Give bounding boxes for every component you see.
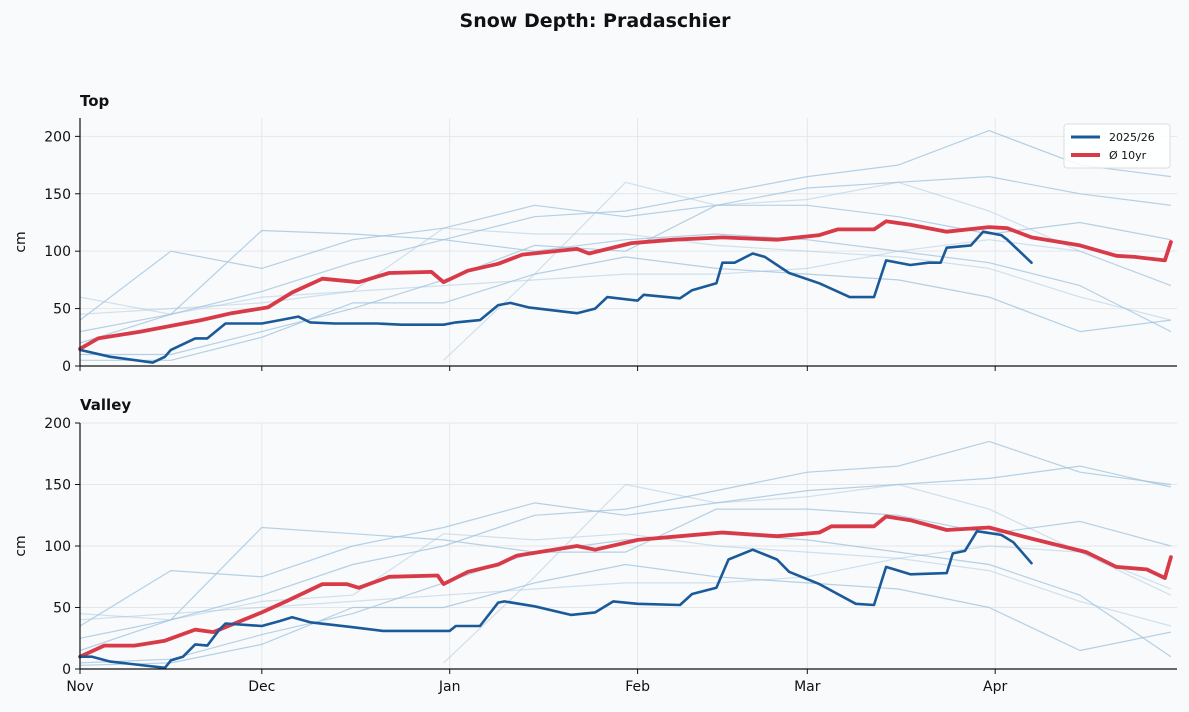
y-tick-label: 0 bbox=[62, 359, 71, 375]
y-tick-label: 50 bbox=[53, 601, 71, 617]
y-tick-label: 100 bbox=[44, 244, 71, 260]
legend: 2025/26 Ø 10yr bbox=[1063, 123, 1171, 169]
history-season-line bbox=[79, 176, 1171, 321]
y-axis-label-top: cm bbox=[13, 231, 29, 252]
panel-title-valley: Valley bbox=[80, 396, 131, 414]
legend-label-current: 2025/26 bbox=[1109, 131, 1155, 144]
x-tick-label: Jan bbox=[438, 679, 461, 695]
history-season-line bbox=[80, 256, 1171, 361]
history-season-line bbox=[79, 440, 1171, 639]
history-season-line bbox=[79, 130, 1171, 333]
x-tick-label: Mar bbox=[794, 679, 821, 695]
panel-top: 0 50 100 150 200 bbox=[44, 118, 1177, 375]
y-tick-label: 0 bbox=[62, 662, 71, 678]
history-season-line bbox=[79, 465, 1172, 627]
y-tick-label: 100 bbox=[44, 539, 71, 555]
history-season-line bbox=[79, 545, 1172, 621]
y-tick-label: 150 bbox=[44, 187, 71, 203]
x-tick-label: Dec bbox=[248, 679, 275, 695]
history-season-line bbox=[79, 239, 1172, 315]
y-tick-label: 150 bbox=[44, 478, 71, 494]
history-season-line bbox=[79, 533, 1172, 627]
current-season-line bbox=[78, 230, 1033, 364]
y-tick-label: 200 bbox=[44, 129, 71, 145]
history-season-line bbox=[443, 181, 1172, 361]
x-tick-label: Apr bbox=[983, 679, 1007, 695]
history-season-line bbox=[79, 229, 1172, 344]
ten-year-average-line bbox=[78, 219, 1173, 351]
current-season-line bbox=[78, 529, 1033, 670]
panel-title-top: Top bbox=[80, 92, 110, 110]
y-tick-label: 200 bbox=[44, 416, 71, 432]
history-season-line bbox=[79, 526, 1172, 658]
history-season-line bbox=[79, 227, 1172, 321]
history-season-line bbox=[79, 563, 1172, 666]
x-tick-label: Nov bbox=[66, 679, 93, 695]
ten-year-average-line bbox=[78, 514, 1173, 659]
x-tick-label: Feb bbox=[625, 679, 650, 695]
figure-title: Snow Depth: Pradaschier bbox=[460, 10, 732, 32]
legend-label-average: Ø 10yr bbox=[1109, 149, 1147, 162]
y-axis-label-valley: cm bbox=[13, 535, 29, 556]
y-tick-label: 50 bbox=[53, 302, 71, 318]
panel-valley: 0 50 100 150 200 Nov Dec Jan Feb Mar Apr bbox=[44, 416, 1177, 695]
